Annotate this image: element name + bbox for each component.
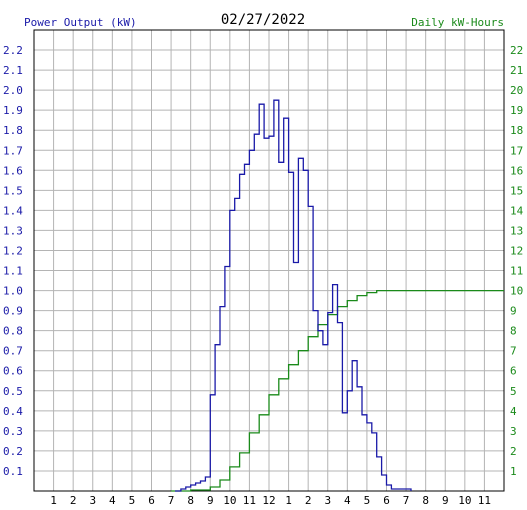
left-tick-label: 0.7 <box>3 345 23 358</box>
right-tick-label: 6 <box>510 365 517 378</box>
right-tick-label: 13 <box>510 224 523 237</box>
left-tick-label: 2.0 <box>3 84 23 97</box>
x-tick-label: 9 <box>207 494 214 507</box>
right-tick-label: 1 <box>510 465 517 478</box>
right-tick-label: 4 <box>510 405 517 418</box>
x-tick-label: 4 <box>344 494 351 507</box>
right-tick-label: 21 <box>510 64 523 77</box>
x-tick-label: 1 <box>50 494 57 507</box>
right-tick-label: 17 <box>510 144 523 157</box>
left-tick-label: 1.2 <box>3 244 23 257</box>
right-tick-label: 19 <box>510 104 523 117</box>
left-tick-label: 0.3 <box>3 425 23 438</box>
x-tick-label: 5 <box>364 494 371 507</box>
left-tick-label: 0.2 <box>3 445 23 458</box>
left-tick-label: 1.6 <box>3 164 23 177</box>
x-tick-label: 6 <box>383 494 390 507</box>
left-tick-label: 2.2 <box>3 44 23 57</box>
x-tick-label: 2 <box>305 494 312 507</box>
right-tick-label: 2 <box>510 445 517 458</box>
right-tick-label: 12 <box>510 244 523 257</box>
left-tick-label: 1.8 <box>3 124 23 137</box>
x-tick-label: 11 <box>478 494 491 507</box>
right-tick-label: 7 <box>510 345 517 358</box>
left-tick-label: 1.1 <box>3 265 23 278</box>
x-tick-label: 4 <box>109 494 116 507</box>
left-tick-label: 1.3 <box>3 224 23 237</box>
left-axis-ticks: 0.1 0.2 0.3 0.4 0.5 0.6 0.7 0.8 0.9 1.0 1.1 1.2 1.3 1… <box>3 44 23 478</box>
right-tick-label: 5 <box>510 385 517 398</box>
left-tick-label: 1.7 <box>3 144 23 157</box>
left-tick-label: 0.9 <box>3 305 23 318</box>
x-tick-label: 6 <box>148 494 155 507</box>
x-tick-label: 10 <box>458 494 471 507</box>
x-tick-label: 1 <box>285 494 292 507</box>
right-tick-label: 9 <box>510 305 517 318</box>
x-tick-label: 3 <box>324 494 331 507</box>
right-tick-label: 15 <box>510 184 523 197</box>
left-tick-label: 1.4 <box>3 204 23 217</box>
x-axis-ticks: 1 2 3 4 5 6 7 8 9 10 11 12 1 2 3 4 5 6 7 8 9 10 11 <box>50 494 491 507</box>
x-tick-label: 8 <box>187 494 194 507</box>
left-tick-label: 0.5 <box>3 385 23 398</box>
x-tick-label: 7 <box>403 494 410 507</box>
left-tick-label: 0.6 <box>3 365 23 378</box>
left-tick-label: 1.5 <box>3 184 23 197</box>
left-tick-label: 1.0 <box>3 285 23 298</box>
right-tick-label: 8 <box>510 325 517 338</box>
plot-frame <box>33 29 505 492</box>
right-tick-label: 11 <box>510 265 523 278</box>
left-tick-label: 0.8 <box>3 325 23 338</box>
x-tick-label: 5 <box>129 494 136 507</box>
power-output-line <box>175 99 412 492</box>
left-tick-label: 2.1 <box>3 64 23 77</box>
right-axis-label: Daily kW-Hours <box>411 16 504 29</box>
gridlines <box>34 30 504 491</box>
right-tick-label: 16 <box>510 164 523 177</box>
right-tick-label: 18 <box>510 124 523 137</box>
x-tick-label: 12 <box>262 494 275 507</box>
left-tick-label: 0.1 <box>3 465 23 478</box>
x-tick-label: 2 <box>70 494 77 507</box>
x-tick-label: 11 <box>243 494 256 507</box>
left-axis-label: Power Output (kW) <box>24 16 137 29</box>
x-tick-label: 3 <box>89 494 96 507</box>
right-tick-label: 3 <box>510 425 517 438</box>
right-tick-label: 22 <box>510 44 523 57</box>
right-tick-label: 14 <box>510 204 524 217</box>
daily-kwh-line <box>171 289 504 492</box>
right-tick-label: 10 <box>510 285 523 298</box>
left-tick-label: 0.4 <box>3 405 23 418</box>
x-tick-label: 7 <box>168 494 175 507</box>
x-tick-label: 10 <box>223 494 236 507</box>
chart-series <box>171 99 504 492</box>
left-tick-label: 1.9 <box>3 104 23 117</box>
x-tick-label: 8 <box>422 494 429 507</box>
right-tick-label: 20 <box>510 84 523 97</box>
x-tick-label: 9 <box>442 494 449 507</box>
chart-title: 02/27/2022 <box>221 12 305 28</box>
